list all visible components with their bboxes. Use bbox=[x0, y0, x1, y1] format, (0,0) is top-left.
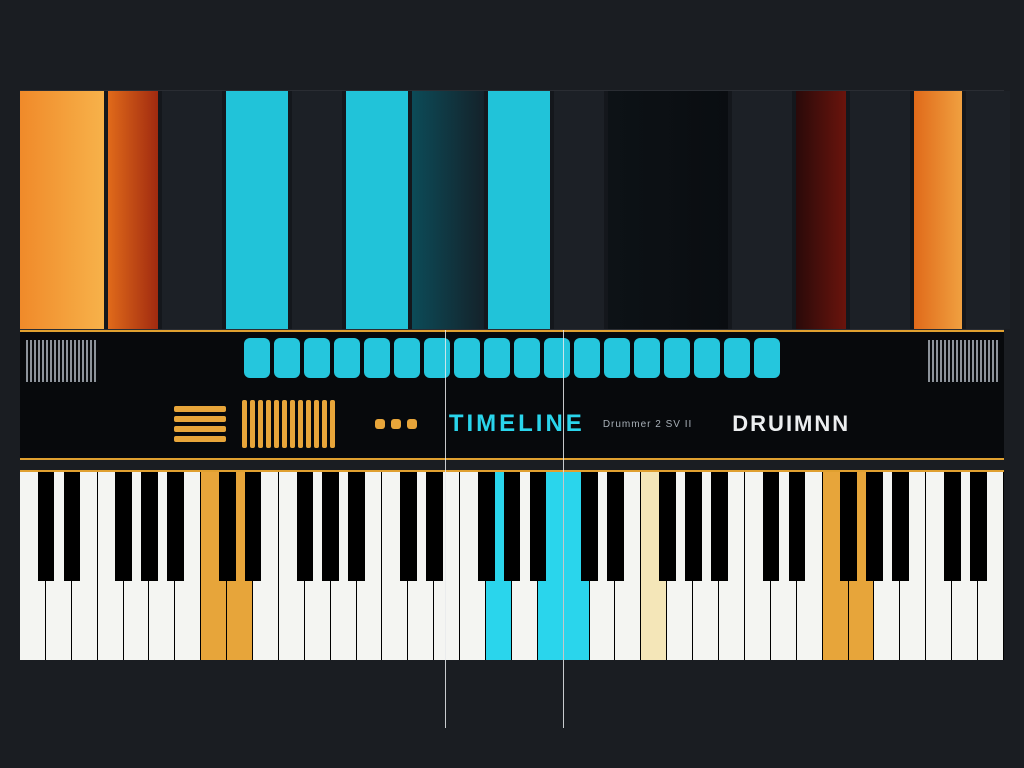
pad-row[interactable] bbox=[130, 338, 894, 382]
keyboard[interactable] bbox=[20, 470, 1004, 660]
white-key[interactable] bbox=[745, 472, 771, 660]
clip[interactable] bbox=[732, 91, 792, 329]
white-key[interactable] bbox=[823, 472, 849, 660]
indicator-dots bbox=[375, 419, 417, 429]
white-key[interactable] bbox=[149, 472, 175, 660]
strip-center: TIMELINE Drummer 2 SV II DRUIMNN bbox=[130, 332, 894, 458]
white-key[interactable] bbox=[357, 472, 383, 660]
pad[interactable] bbox=[484, 338, 510, 378]
white-key[interactable] bbox=[615, 472, 641, 660]
white-key[interactable] bbox=[926, 472, 952, 660]
white-key[interactable] bbox=[408, 472, 434, 660]
white-key[interactable] bbox=[434, 472, 460, 660]
pad[interactable] bbox=[694, 338, 720, 378]
center-labels: TIMELINE Drummer 2 SV II DRUIMNN bbox=[130, 394, 894, 454]
timeline-label: TIMELINE bbox=[449, 410, 585, 438]
clip[interactable] bbox=[346, 91, 408, 329]
slider-rows[interactable] bbox=[174, 406, 226, 442]
clip[interactable] bbox=[608, 91, 728, 329]
meter-left bbox=[26, 340, 96, 382]
pad[interactable] bbox=[754, 338, 780, 378]
brand-label: DRUIMNN bbox=[732, 411, 850, 437]
clip[interactable] bbox=[554, 91, 604, 329]
white-key[interactable] bbox=[486, 472, 512, 660]
white-keys[interactable] bbox=[20, 472, 1004, 660]
clip[interactable] bbox=[966, 91, 1010, 329]
pad[interactable] bbox=[724, 338, 750, 378]
white-key[interactable] bbox=[849, 472, 875, 660]
white-key[interactable] bbox=[978, 472, 1004, 660]
white-key[interactable] bbox=[175, 472, 201, 660]
pad[interactable] bbox=[304, 338, 330, 378]
pad[interactable] bbox=[634, 338, 660, 378]
clip-track[interactable] bbox=[20, 90, 1004, 330]
white-key[interactable] bbox=[124, 472, 150, 660]
white-key[interactable] bbox=[305, 472, 331, 660]
white-key[interactable] bbox=[98, 472, 124, 660]
control-strip: TIMELINE Drummer 2 SV II DRUIMNN bbox=[20, 330, 1004, 460]
pad[interactable] bbox=[604, 338, 630, 378]
white-key[interactable] bbox=[331, 472, 357, 660]
white-key[interactable] bbox=[900, 472, 926, 660]
pad[interactable] bbox=[274, 338, 300, 378]
clip[interactable] bbox=[20, 91, 104, 329]
clip[interactable] bbox=[292, 91, 342, 329]
white-key[interactable] bbox=[693, 472, 719, 660]
meta-label: Drummer 2 SV II bbox=[603, 419, 692, 430]
white-key[interactable] bbox=[874, 472, 900, 660]
pad[interactable] bbox=[664, 338, 690, 378]
white-key[interactable] bbox=[564, 472, 590, 660]
pad[interactable] bbox=[454, 338, 480, 378]
vertical-sliders[interactable] bbox=[242, 400, 335, 448]
white-key[interactable] bbox=[72, 472, 98, 660]
strip-right bbox=[894, 332, 1004, 458]
white-key[interactable] bbox=[227, 472, 253, 660]
white-key[interactable] bbox=[771, 472, 797, 660]
white-key[interactable] bbox=[279, 472, 305, 660]
white-key[interactable] bbox=[641, 472, 667, 660]
clip[interactable] bbox=[162, 91, 222, 329]
clip[interactable] bbox=[914, 91, 962, 329]
white-key[interactable] bbox=[20, 472, 46, 660]
pad[interactable] bbox=[364, 338, 390, 378]
meter-right bbox=[928, 340, 998, 382]
white-key[interactable] bbox=[460, 472, 486, 660]
pad[interactable] bbox=[394, 338, 420, 378]
clip[interactable] bbox=[488, 91, 550, 329]
white-key[interactable] bbox=[512, 472, 538, 660]
strip-left bbox=[20, 332, 130, 458]
clip[interactable] bbox=[226, 91, 288, 329]
white-key[interactable] bbox=[201, 472, 227, 660]
playhead[interactable] bbox=[563, 330, 564, 728]
pad[interactable] bbox=[334, 338, 360, 378]
pad[interactable] bbox=[244, 338, 270, 378]
white-key[interactable] bbox=[667, 472, 693, 660]
white-key[interactable] bbox=[46, 472, 72, 660]
white-key[interactable] bbox=[952, 472, 978, 660]
white-key[interactable] bbox=[719, 472, 745, 660]
pad[interactable] bbox=[574, 338, 600, 378]
playhead[interactable] bbox=[445, 330, 446, 728]
clip[interactable] bbox=[108, 91, 158, 329]
clip[interactable] bbox=[412, 91, 484, 329]
clip[interactable] bbox=[850, 91, 910, 329]
pad[interactable] bbox=[514, 338, 540, 378]
white-key[interactable] bbox=[253, 472, 279, 660]
white-key[interactable] bbox=[590, 472, 616, 660]
white-key[interactable] bbox=[382, 472, 408, 660]
white-key[interactable] bbox=[538, 472, 564, 660]
pad[interactable] bbox=[544, 338, 570, 378]
clip[interactable] bbox=[796, 91, 846, 329]
white-key[interactable] bbox=[797, 472, 823, 660]
